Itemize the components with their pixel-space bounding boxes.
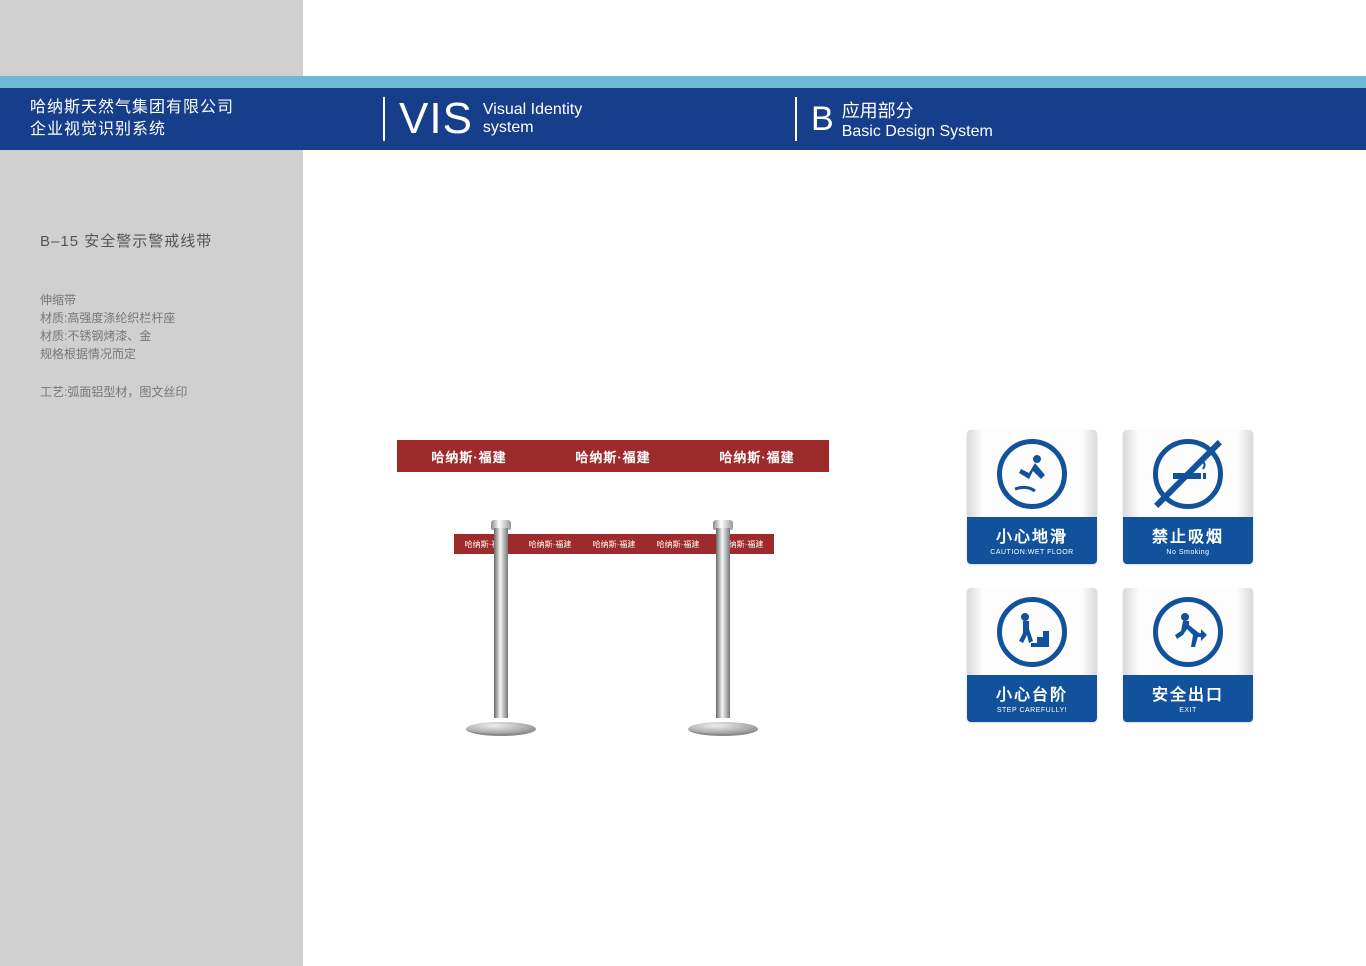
belt-text: 哈纳斯·福建 [575,447,650,466]
sign-wet-floor: 小心地滑 CAUTION:WET FLOOR [967,430,1097,564]
header-section-b: B 应用部分 Basic Design System [795,88,993,150]
header-bar: 哈纳斯天然气集团有限公司 企业视觉识别系统 VIS Visual Identit… [0,88,1366,150]
no-smoking-icon [1153,439,1223,509]
vis-subtitle: Visual Identity system [483,101,582,137]
stanchion-post-left [494,520,508,720]
section-letter: B [811,100,834,139]
company-subtitle: 企业视觉识别系统 [30,119,290,141]
header-vis: VIS Visual Identity system [383,88,582,150]
sign-no-smoking: 禁止吸烟 No Smoking [1123,430,1253,564]
stanchion-barrier: 哈纳斯·福建 哈纳斯·福建 哈纳斯·福建 哈纳斯·福建 哈纳斯·福建 [454,520,774,755]
stairs-icon [997,597,1067,667]
section-titles: 应用部分 Basic Design System [842,97,993,141]
safety-signs-grid: 小心地滑 CAUTION:WET FLOOR [967,430,1257,722]
spec-block-1: 伸缩带 材质:高强度涤纶织栏杆座 材质:不锈钢烤漆、金 规格根据情况而定 [40,291,280,363]
belt-text: 哈纳斯·福建 [719,447,794,466]
header-company: 哈纳斯天然气集团有限公司 企业视觉识别系统 [30,97,290,141]
header-accent-bar [0,76,1366,88]
spec-craft: 工艺:弧面铝型材，图文丝印 [40,383,280,401]
divider-bar [795,97,797,141]
section-code: B–15 安全警示警戒线带 [40,230,280,251]
sign-step-carefully: 小心台阶 STEP CAREFULLY! [967,588,1097,722]
stanchion-post-right [716,520,730,720]
belt-text: 哈纳斯·福建 [431,447,506,466]
exit-icon [1153,597,1223,667]
divider-bar [383,97,385,141]
page: 哈纳斯天然气集团有限公司 企业视觉识别系统 VIS Visual Identit… [0,0,1366,966]
belt-strip: 哈纳斯·福建 哈纳斯·福建 哈纳斯·福建 [397,440,829,472]
sign-exit: 安全出口 EXIT [1123,588,1253,722]
slip-icon [997,439,1067,509]
vis-label: VIS [399,94,473,144]
sidebar-specs: B–15 安全警示警戒线带 伸缩带 材质:高强度涤纶织栏杆座 材质:不锈钢烤漆、… [40,230,280,401]
company-name: 哈纳斯天然气集团有限公司 [30,97,290,119]
